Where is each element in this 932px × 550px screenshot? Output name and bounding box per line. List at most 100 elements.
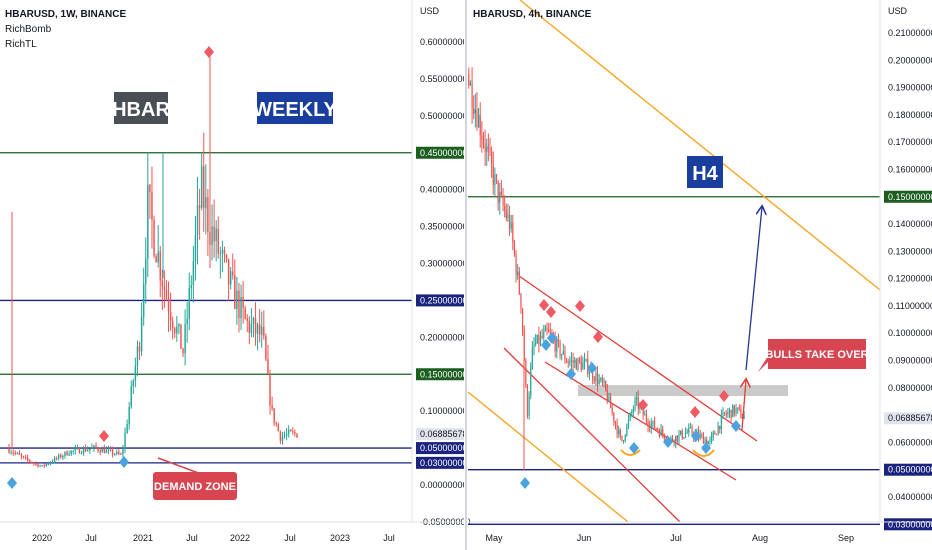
candle-body bbox=[95, 445, 97, 448]
asset-label: HBAR bbox=[112, 99, 170, 121]
price-tick-label: 0.04000000 bbox=[888, 492, 932, 502]
candle-body bbox=[596, 373, 599, 384]
candle-body bbox=[165, 289, 168, 300]
breakout-arrow bbox=[742, 380, 746, 431]
candle-body bbox=[91, 447, 93, 449]
candle-body bbox=[562, 351, 564, 355]
price-tick-label: 0.11000000 bbox=[888, 301, 932, 311]
price-tick-label: 0.19000000 bbox=[888, 83, 932, 93]
candle-body bbox=[78, 448, 81, 454]
candle-body bbox=[200, 166, 203, 208]
indicator-richtl: RichTL bbox=[5, 39, 37, 50]
price-level-tag bbox=[416, 442, 468, 455]
candle-body bbox=[292, 431, 294, 433]
candle-body bbox=[87, 449, 89, 452]
signal-diamond bbox=[539, 299, 549, 311]
candle-body bbox=[481, 135, 483, 140]
time-tick-label: Jun bbox=[577, 533, 592, 543]
price-tick-label: 0.10000000 bbox=[420, 406, 468, 416]
candle-body bbox=[120, 453, 122, 455]
candle-body bbox=[499, 191, 501, 203]
price-tick-label: 0.05000000 bbox=[420, 443, 468, 453]
candle-body bbox=[652, 420, 654, 424]
candle-body bbox=[16, 452, 19, 454]
price-tick-label: 0.14000000 bbox=[888, 219, 932, 229]
candle-body bbox=[686, 432, 688, 434]
candle-body bbox=[294, 431, 296, 434]
time-tick-label: Jul bbox=[670, 533, 682, 543]
current-price-label: 0.06885678 bbox=[420, 429, 468, 439]
candle-body bbox=[595, 373, 597, 381]
candle-body bbox=[205, 197, 207, 209]
candle-body bbox=[283, 435, 286, 437]
candle-body bbox=[250, 323, 253, 333]
candle-body bbox=[254, 317, 257, 334]
candle-body bbox=[105, 450, 108, 453]
channel-middle-line bbox=[544, 361, 737, 481]
candle-body bbox=[645, 414, 648, 422]
candle-body bbox=[733, 405, 736, 414]
signal-diamond bbox=[119, 456, 129, 468]
candle-body bbox=[182, 349, 184, 354]
candle-body bbox=[502, 194, 504, 206]
candle-body bbox=[468, 73, 470, 86]
candle-body bbox=[8, 448, 10, 453]
weekly-chart-panel[interactable]: DEMAND ZONE HBAR WEEKLY HBARUSD, 1W, BIN… bbox=[0, 0, 471, 550]
candle-body bbox=[706, 439, 708, 445]
candle-body bbox=[134, 365, 137, 381]
candle-body bbox=[82, 448, 85, 454]
candle-body bbox=[487, 146, 489, 150]
channel-lower-line bbox=[503, 347, 681, 523]
candle-body bbox=[737, 407, 739, 409]
candle-body bbox=[35, 463, 37, 465]
candle-body bbox=[655, 428, 657, 430]
candle-body bbox=[196, 205, 199, 235]
h4-price-axis[interactable] bbox=[880, 0, 932, 550]
candle-body bbox=[575, 360, 577, 370]
candle-body bbox=[720, 415, 722, 430]
candle-body bbox=[683, 437, 685, 439]
candle-body bbox=[520, 293, 522, 309]
h4-time-axis[interactable]: May Jun Jul Aug Sep bbox=[485, 533, 854, 543]
candle-body bbox=[660, 429, 662, 437]
price-level-tag bbox=[416, 368, 468, 381]
h4-candles bbox=[468, 67, 745, 470]
candle-body bbox=[76, 448, 79, 450]
candle-body bbox=[619, 429, 621, 436]
candle-body bbox=[471, 82, 473, 109]
candle-body bbox=[728, 409, 731, 413]
candle-body bbox=[724, 412, 726, 414]
candle-body bbox=[636, 397, 638, 400]
signal-diamond bbox=[99, 430, 109, 442]
candle-body bbox=[567, 362, 569, 364]
candle-body bbox=[211, 226, 213, 245]
signal-diamond bbox=[690, 406, 700, 418]
weekly-time-axis[interactable]: 2020 Jul 2021 Jul 2022 Jul 2023 Jul bbox=[32, 533, 395, 543]
candle-body bbox=[676, 435, 678, 441]
candle-body bbox=[543, 331, 545, 338]
candle-body bbox=[221, 250, 224, 254]
weekly-plot-background bbox=[0, 0, 412, 550]
candle-body bbox=[585, 359, 587, 361]
price-tick-label: 0.16000000 bbox=[888, 164, 932, 174]
price-tick-label: 0.40000000 bbox=[420, 185, 468, 195]
signal-diamond bbox=[593, 331, 603, 343]
candle-body bbox=[147, 184, 149, 259]
candle-body bbox=[97, 447, 99, 451]
candle-body bbox=[273, 408, 275, 423]
time-tick-label: 2020 bbox=[32, 533, 52, 543]
candle-body bbox=[691, 427, 693, 434]
price-tick-label: 0.09000000 bbox=[888, 356, 932, 366]
candle-body bbox=[587, 359, 589, 374]
candle-body bbox=[72, 450, 74, 452]
candle-body bbox=[132, 380, 135, 387]
h4-chart-panel[interactable]: H4 BULLS TAKE OVER HBARUSD, 4h, BINANCE … bbox=[467, 0, 932, 550]
candle-body bbox=[474, 109, 476, 114]
candle-body bbox=[572, 359, 574, 363]
candle-body bbox=[564, 351, 566, 361]
asset-label-box bbox=[114, 92, 168, 124]
candle-body bbox=[521, 308, 524, 330]
candle-body bbox=[517, 271, 519, 276]
candle-body bbox=[153, 220, 155, 256]
